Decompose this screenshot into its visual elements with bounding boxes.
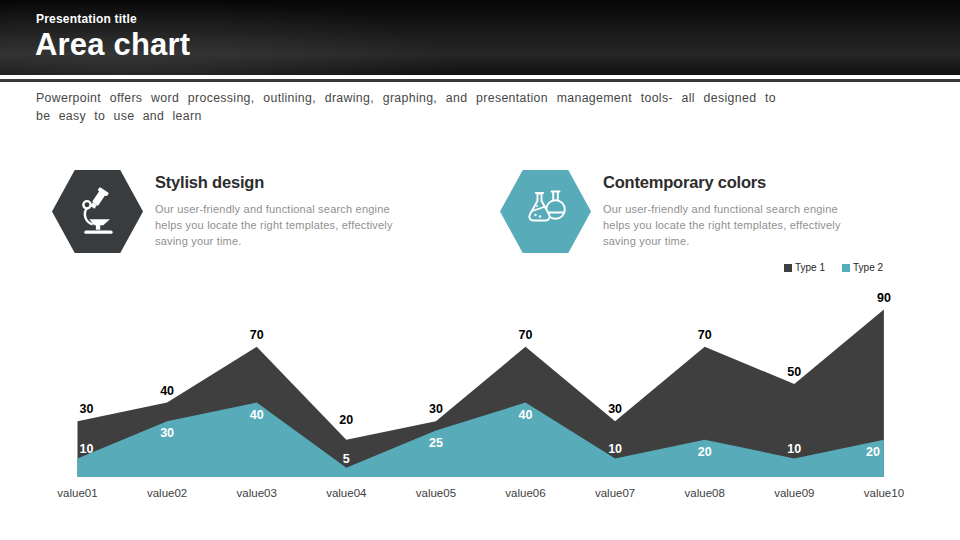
data-label-series2-value10: 20 (866, 445, 880, 459)
data-label-series2-value09: 10 (787, 442, 801, 456)
data-label-series2-value02: 30 (160, 426, 174, 440)
x-axis-label-value07: value07 (595, 487, 635, 499)
x-axis-label-value01: value01 (57, 487, 97, 499)
data-label-series2-value08: 20 (698, 445, 712, 459)
x-axis-label-value03: value03 (237, 487, 277, 499)
data-label-series1-value04: 20 (339, 413, 353, 427)
data-label-series1-value09: 50 (787, 365, 801, 379)
slide: Presentation title Area chart Powerpoint… (0, 0, 960, 540)
data-label-series2-value01: 10 (80, 442, 94, 456)
x-axis-label-value04: value04 (326, 487, 367, 499)
x-axis-label-value10: value10 (864, 487, 904, 499)
x-axis-label-value08: value08 (685, 487, 725, 499)
data-label-series1-value06: 70 (519, 328, 533, 342)
x-axis-label-value02: value02 (147, 487, 187, 499)
area-chart: 30 40 70 20 30 70 30 70 50 90 10 30 40 5 25 40 10 20 10 20 v… (0, 0, 960, 540)
x-axis-label-value05: value05 (416, 487, 456, 499)
data-label-series1-value08: 70 (698, 328, 712, 342)
data-label-series1-value05: 30 (429, 402, 443, 416)
x-axis-label-value06: value06 (505, 487, 545, 499)
data-label-series1-value02: 40 (160, 384, 174, 398)
data-label-series2-value06: 40 (519, 408, 533, 422)
data-label-series2-value05: 25 (429, 436, 443, 450)
data-label-series1-value10: 90 (877, 291, 891, 305)
x-axis-label-value09: value09 (774, 487, 814, 499)
data-label-series2-value03: 40 (250, 408, 264, 422)
data-label-series2-value04: 5 (343, 452, 350, 466)
data-label-series2-value07: 10 (608, 442, 622, 456)
data-label-series1-value03: 70 (250, 328, 264, 342)
data-label-series1-value07: 30 (608, 402, 622, 416)
data-label-series1-value01: 30 (80, 402, 94, 416)
